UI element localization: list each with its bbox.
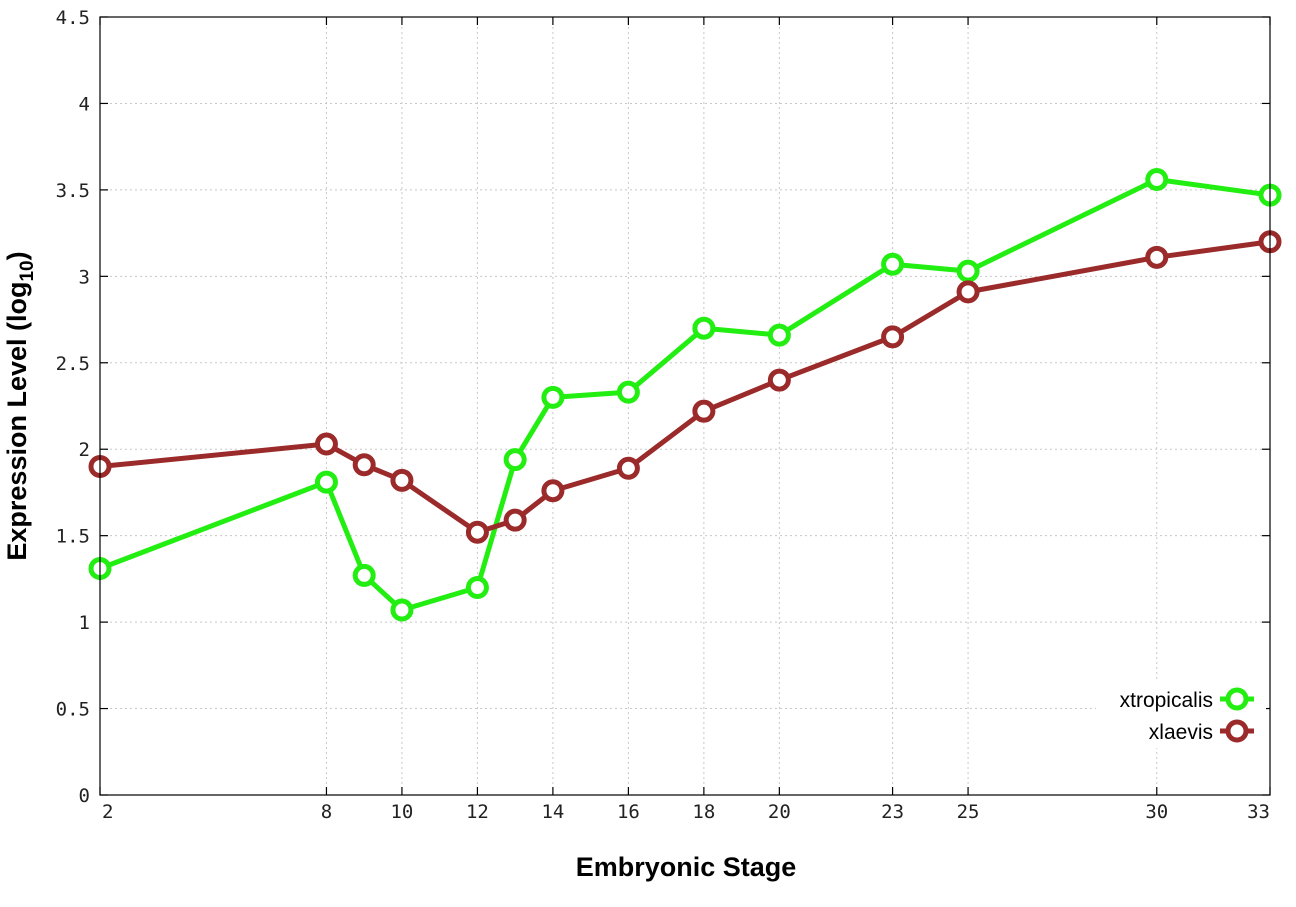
series-layer — [88, 168, 1282, 622]
x-tick-label: 8 — [321, 801, 332, 823]
x-tick-label: 14 — [541, 801, 564, 823]
data-point-xtropicalis — [314, 470, 338, 494]
data-point-xlaevis — [767, 368, 791, 392]
y-tick-label: 1.5 — [56, 526, 90, 548]
plot-frame — [99, 16, 1271, 796]
series-line-xtropicalis — [99, 177, 1271, 613]
data-point-xtropicalis — [503, 448, 527, 472]
x-tick-label: 20 — [768, 801, 791, 823]
series-xtropicalis — [88, 168, 1282, 622]
x-tick-label: 12 — [466, 801, 489, 823]
x-axis-title: Embryonic Stage — [576, 852, 797, 882]
y-tick-labels: 0 0.5 1 1.5 2 2.5 3 3.5 4 4.5 — [56, 7, 90, 807]
legend-swatch-marker-xtropicalis — [1225, 687, 1249, 711]
y-axis-title-close: ) — [2, 251, 32, 260]
x-tick-label: 25 — [957, 801, 980, 823]
legend-swatch-marker-xlaevis — [1225, 719, 1249, 743]
data-point-xlaevis — [956, 280, 980, 304]
data-point-xtropicalis — [465, 576, 489, 600]
x-tick-label: 10 — [390, 801, 413, 823]
y-tick-label: 3 — [79, 266, 90, 288]
data-point-xtropicalis — [390, 598, 414, 622]
y-axis-title: Expression Level (log10) — [2, 251, 38, 560]
y-tick-label: 0.5 — [56, 699, 90, 721]
data-point-xtropicalis — [616, 380, 640, 404]
x-tick-label: 18 — [692, 801, 715, 823]
series-line-xlaevis — [99, 239, 1271, 535]
x-tick-label: 2 — [102, 801, 113, 823]
data-point-xtropicalis — [352, 563, 376, 587]
data-point-xlaevis — [692, 399, 716, 423]
data-point-xlaevis — [1145, 245, 1169, 269]
y-tick-label: 4 — [79, 93, 90, 115]
y-tick-label: 2 — [79, 439, 90, 461]
y-tick-label: 2.5 — [56, 353, 90, 375]
data-point-xtropicalis — [692, 316, 716, 340]
y-axis-title-main: Expression Level (log — [2, 282, 32, 561]
y-tick-label: 0 — [79, 785, 90, 807]
y-axis-title-sub: 10 — [17, 260, 38, 281]
legend-label-xlaevis: xlaevis — [1149, 721, 1213, 744]
series-xlaevis — [88, 230, 1282, 544]
data-point-xlaevis — [390, 468, 414, 492]
grid-lines — [100, 17, 1270, 795]
data-point-xtropicalis — [541, 385, 565, 409]
data-point-xlaevis — [352, 453, 376, 477]
x-tick-label: 16 — [617, 801, 640, 823]
y-tick-label: 1 — [79, 612, 90, 634]
x-tick-labels: 2 8 10 12 14 16 18 20 23 25 30 33 — [102, 801, 1270, 823]
x-tick-label: 30 — [1145, 801, 1168, 823]
data-point-xtropicalis — [956, 259, 980, 283]
y-tick-label: 3.5 — [56, 180, 90, 202]
legend: xtropicalis xlaevis — [1096, 680, 1266, 748]
legend-entry-xlaevis: xlaevis — [1149, 719, 1254, 744]
legend-entry-xtropicalis: xtropicalis — [1120, 687, 1254, 712]
axis-ticks — [99, 16, 1271, 796]
data-point-xtropicalis — [1145, 168, 1169, 192]
legend-label-xtropicalis: xtropicalis — [1120, 689, 1213, 712]
data-point-xlaevis — [541, 479, 565, 503]
data-point-xlaevis — [616, 456, 640, 480]
data-point-xtropicalis — [881, 252, 905, 276]
y-tick-label: 4.5 — [56, 7, 90, 29]
data-point-xlaevis — [503, 508, 527, 532]
data-point-xtropicalis — [767, 323, 791, 347]
data-point-xlaevis — [881, 325, 905, 349]
data-point-xlaevis — [465, 520, 489, 544]
data-point-xlaevis — [314, 432, 338, 456]
x-tick-label: 23 — [881, 801, 904, 823]
x-tick-label: 33 — [1247, 801, 1270, 823]
